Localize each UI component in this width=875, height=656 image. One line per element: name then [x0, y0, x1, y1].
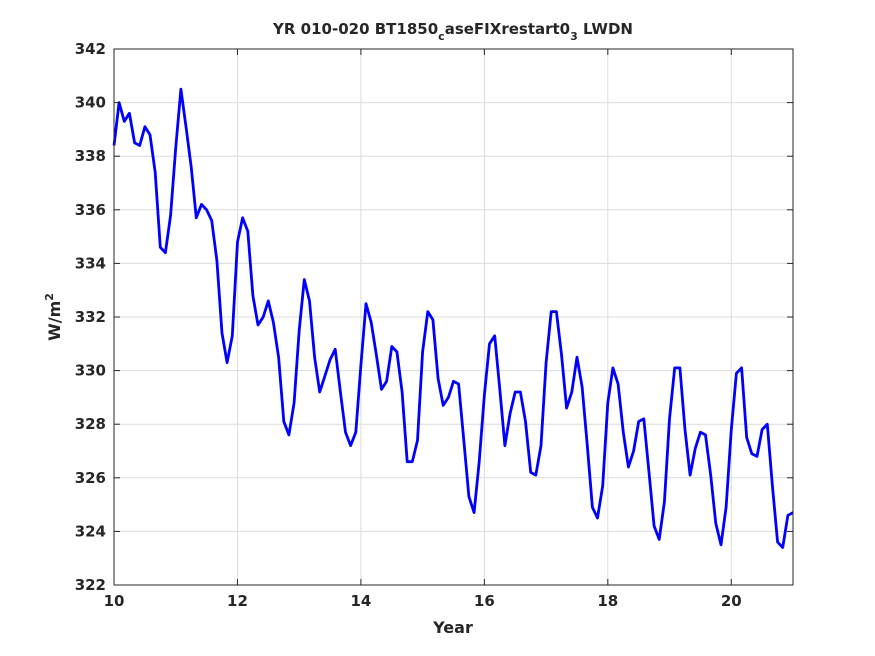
y-tick-label: 336 [75, 201, 106, 219]
y-tick-label: 332 [75, 308, 106, 326]
x-tick-label: 12 [227, 592, 248, 610]
x-tick-label: 18 [597, 592, 618, 610]
title-subscript-1: c [438, 30, 445, 43]
y-tick-label: 322 [75, 576, 106, 594]
y-axis-label-superscript: 2 [43, 293, 56, 301]
title-middle: aseFIXrestart0 [445, 20, 570, 38]
series-layer [112, 87, 794, 549]
y-tick-label: 340 [75, 94, 106, 112]
x-tick-label: 10 [104, 592, 125, 610]
series-line [112, 87, 794, 549]
x-tick-label: 16 [474, 592, 495, 610]
y-tick-label: 334 [75, 254, 106, 272]
chart-title: YR 010-020 BT1850caseFIXrestart03 LWDN [272, 20, 633, 43]
x-axis-label: Year [432, 618, 473, 637]
title-subscript-2: 3 [570, 30, 578, 43]
y-axis-label-base: W/m [45, 301, 64, 341]
x-tick-label: 14 [350, 592, 371, 610]
y-axis-label: W/m2 [43, 293, 64, 341]
title-main: YR 010-020 BT1850 [272, 20, 438, 38]
y-tick-label: 330 [75, 362, 106, 380]
y-tick-label: 328 [75, 415, 106, 433]
axis-ticks: 10 12 14 16 18 20 322 324 326 328 330 332 334 336 338 3… [75, 40, 793, 610]
y-tick-label: 326 [75, 469, 106, 487]
y-tick-label: 324 [75, 522, 106, 540]
title-end: LWDN [578, 20, 633, 38]
y-tick-label: 342 [75, 40, 106, 58]
y-tick-label: 338 [75, 147, 106, 165]
x-tick-label: 20 [721, 592, 742, 610]
